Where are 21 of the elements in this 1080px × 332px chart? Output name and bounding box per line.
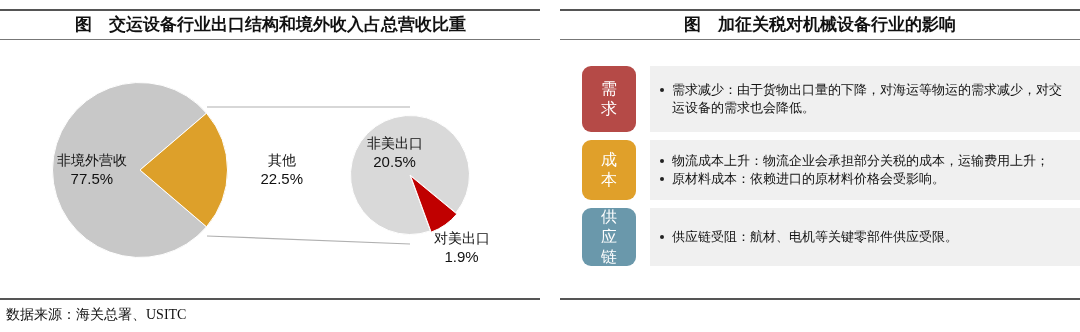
- slice-label: 非美出口: [366, 135, 423, 151]
- text: 供应链受阻：航材、电机等关键零部件供应受限。: [672, 229, 959, 246]
- data-label: 1.9%: [444, 248, 479, 266]
- rounded-tile: 供应链: [582, 208, 636, 266]
- data-label: 22.5%: [260, 170, 304, 188]
- chart-title: 图 交运设备行业出口结构和境外收入占总营收比重: [0, 9, 540, 40]
- category-label: 供应链: [600, 207, 618, 267]
- text: 图 加征关税对机械设备行业的影响: [560, 9, 1080, 40]
- text: 需求减少：由于货物出口量的下降，对海运等物运的需求减少，对交运设备的需求也会降低。: [672, 82, 1063, 117]
- category-label: 需求: [600, 79, 618, 119]
- data-label: 77.5%: [70, 170, 114, 188]
- slice-label: 其他: [267, 152, 296, 168]
- slice-label: 对美出口: [433, 230, 490, 246]
- category-label: 成本: [600, 150, 618, 190]
- text: 原材料成本：依赖进口的原材料价格会受影响。: [672, 172, 945, 186]
- rounded-tile: 成本: [582, 140, 636, 200]
- source-note: 数据来源：海关总署、USITC: [0, 298, 540, 324]
- rounded-tile: 需求: [582, 66, 636, 132]
- text: 物流成本上升：物流企业会承担部分关税的成本，运输费用上升；: [672, 154, 1049, 168]
- slice-label: 非境外营收: [56, 152, 127, 168]
- data-label: 20.5%: [373, 153, 416, 171]
